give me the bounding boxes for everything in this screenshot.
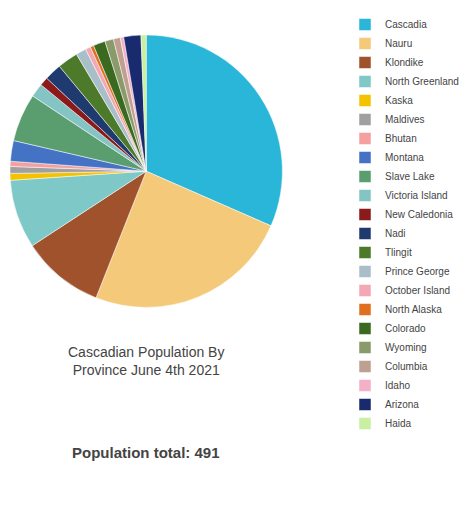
svg-text:Montana: Montana <box>385 152 424 163</box>
svg-text:Klondike: Klondike <box>385 57 424 68</box>
svg-text:Idaho: Idaho <box>385 380 410 391</box>
svg-text:North Greenland: North Greenland <box>385 76 459 87</box>
svg-text:Nadi: Nadi <box>385 228 406 239</box>
svg-text:Nauru: Nauru <box>385 38 412 49</box>
svg-text:October Island: October Island <box>385 285 450 296</box>
svg-text:Slave Lake: Slave Lake <box>385 171 435 182</box>
svg-text:Arizona: Arizona <box>385 399 419 410</box>
svg-text:Columbia: Columbia <box>385 361 428 372</box>
svg-text:North Alaska: North Alaska <box>385 304 442 315</box>
svg-text:Victoria Island: Victoria Island <box>385 190 448 201</box>
svg-text:Colorado: Colorado <box>385 323 426 334</box>
svg-text:Bhutan: Bhutan <box>385 133 417 144</box>
svg-text:Population total: 491: Population total: 491 <box>72 444 220 461</box>
svg-text:Haida: Haida <box>385 418 412 429</box>
svg-text:New Caledonia: New Caledonia <box>385 209 453 220</box>
svg-text:Tlingit: Tlingit <box>385 247 412 258</box>
svg-text:Cascadia: Cascadia <box>385 19 427 30</box>
svg-text:Maldives: Maldives <box>385 114 424 125</box>
svg-text:Cascadian Population ByProvinc: Cascadian Population ByProvince June 4th… <box>68 344 224 378</box>
svg-text:Wyoming: Wyoming <box>385 342 427 353</box>
svg-text:Prince George: Prince George <box>385 266 450 277</box>
svg-text:Kaska: Kaska <box>385 95 413 106</box>
